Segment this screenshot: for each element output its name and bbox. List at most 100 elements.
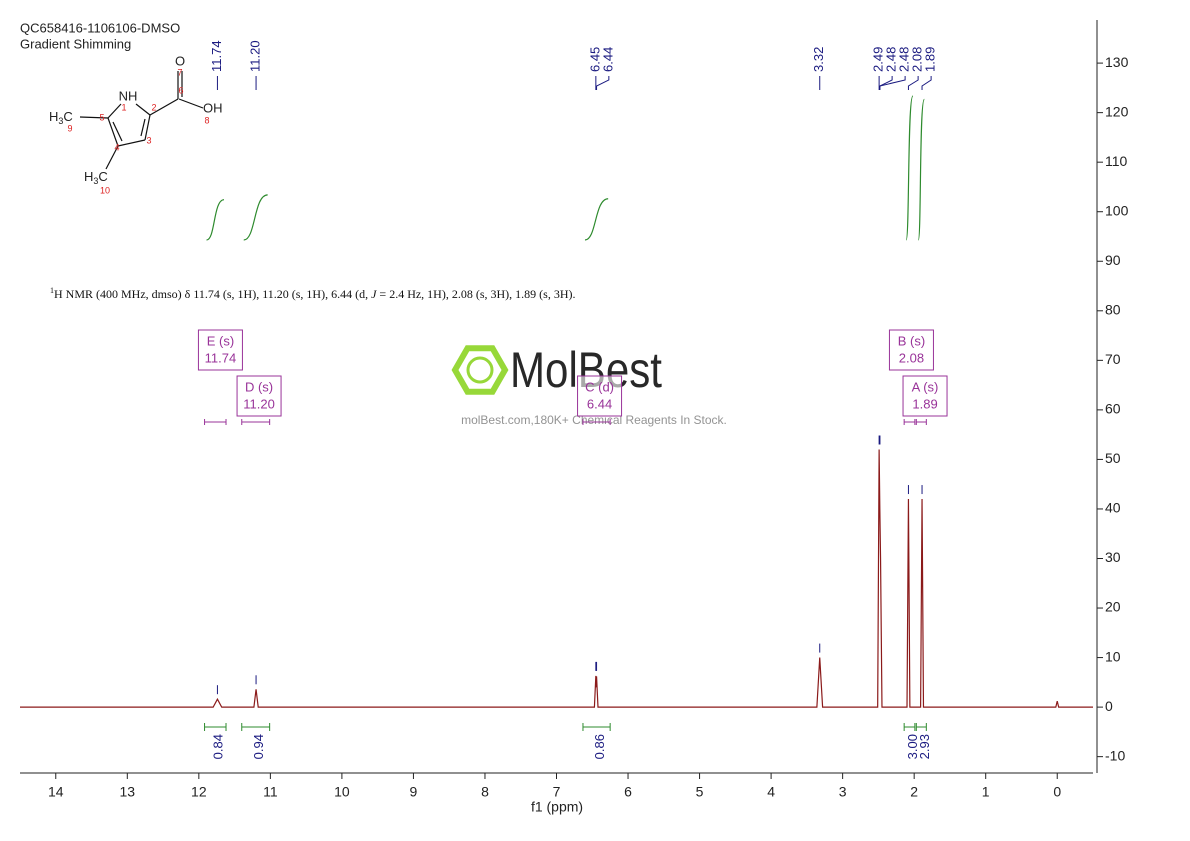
atom-label: H: [84, 169, 93, 184]
integral-label: 3.00: [905, 734, 920, 759]
atom-label: 3: [58, 116, 63, 126]
logo-hexagon: [451, 345, 509, 395]
multiplet-box: [236, 375, 282, 417]
y-tick-label: 10: [1105, 648, 1121, 664]
integral-bracket: [903, 723, 916, 731]
y-tick-label: 60: [1105, 401, 1121, 417]
multiplet-bracket: [903, 419, 916, 425]
integral-curve: [206, 199, 225, 241]
integral-label: 0.84: [211, 734, 226, 759]
multiplet-bracket: [204, 419, 227, 425]
atom-label: OH: [203, 100, 223, 115]
y-tick-label: 80: [1105, 301, 1121, 317]
y-tick-label: 50: [1105, 450, 1121, 466]
multiplet-box: [577, 375, 623, 417]
peak-leader: [879, 76, 893, 90]
atom-label: NH: [119, 88, 138, 103]
x-tick-label: 6: [624, 784, 632, 800]
multiplet-name: B (s): [898, 333, 925, 348]
multiplet-shift: 11.74: [205, 350, 237, 365]
bond: [117, 139, 146, 147]
description-text: = 2.4 Hz, 1H), 2.08 (s, 3H), 1.89 (s, 3H…: [376, 287, 576, 301]
atom-label: H: [49, 109, 58, 124]
multiplet-box: [902, 375, 948, 417]
atom-number: 1: [121, 102, 126, 112]
atom-label: C: [98, 169, 107, 184]
spectrum-line: [20, 449, 1093, 708]
bond: [107, 117, 119, 147]
x-tick-label: 10: [334, 784, 350, 800]
atom-number: 7: [177, 67, 182, 77]
integral-curve: [917, 98, 925, 241]
bond: [105, 145, 119, 170]
y-tick-label: 20: [1105, 599, 1121, 615]
multiplet-bracket: [582, 419, 611, 425]
x-tick-label: 12: [191, 784, 207, 800]
bond: [107, 103, 122, 119]
bond: [149, 98, 179, 116]
multiplet-box: [888, 329, 934, 371]
integral-label: 0.94: [251, 734, 266, 759]
atom-label: O: [175, 53, 185, 68]
bond: [140, 118, 146, 137]
integral-bracket: [915, 723, 927, 731]
spectrum-title: QC658416-1106106-DMSO: [20, 20, 180, 35]
x-tick-label: 1: [982, 784, 990, 800]
atom-number: 5: [99, 112, 104, 122]
atom-number: 10: [100, 185, 110, 195]
x-tick-label: 0: [1053, 784, 1061, 800]
description-text: H NMR (400 MHz, dmso) δ 11.74 (s, 1H), 1…: [54, 287, 372, 301]
y-tick-label: 120: [1105, 103, 1129, 119]
y-tick-label: 90: [1105, 252, 1121, 268]
integral-label: 2.93: [917, 734, 932, 759]
atom-number: 2: [151, 102, 156, 112]
atom-number: 9: [67, 123, 72, 133]
atom-number: 6: [178, 85, 183, 95]
spectrum-subtitle: Gradient Shimming: [20, 36, 131, 51]
integral-curve: [243, 194, 268, 241]
x-tick-label: 8: [481, 784, 489, 800]
peak-leader: [921, 76, 932, 90]
peak-leader: [907, 76, 919, 90]
multiplet-name: E (s): [207, 333, 234, 348]
atom-label: H3C: [49, 109, 73, 126]
peak-label: 2.48: [884, 47, 899, 72]
atom-label: 3: [93, 176, 98, 186]
atom-number: 3: [146, 135, 151, 145]
molecule: O OH NH H3C H3C 1 2 3 4 5 6 7 8 9 10: [49, 53, 223, 195]
integral-bracket: [241, 723, 271, 731]
peak-label: 2.49: [871, 47, 886, 72]
integral-bracket: [204, 723, 227, 731]
atom-label: C: [63, 109, 72, 124]
multiplet-shift: 1.89: [912, 396, 937, 411]
peak-label: 2.08: [910, 47, 925, 72]
atom-number: 8: [204, 115, 209, 125]
peak-leader: [596, 76, 610, 90]
logo-ring: [466, 356, 494, 384]
description-text: 1: [50, 286, 54, 295]
y-tick-label: 70: [1105, 351, 1121, 367]
integral-curve: [584, 198, 609, 241]
x-tick-label: 14: [48, 784, 64, 800]
y-tick-label: -10: [1105, 747, 1125, 763]
y-tick-label: 30: [1105, 549, 1121, 565]
atom-label: H3C: [84, 169, 108, 186]
x-tick-label: 3: [839, 784, 847, 800]
peak-label: 1.89: [923, 47, 938, 72]
multiplet-name: D (s): [245, 379, 273, 394]
integral-curve: [905, 95, 914, 241]
multiplet-box: [197, 329, 243, 371]
peak-label: 11.74: [209, 40, 224, 72]
bond: [79, 116, 109, 119]
multiplet-bracket: [915, 419, 927, 425]
watermark-caption: molBest.com,180K+ Chemical Reagents In S…: [461, 413, 727, 427]
peak-label: 6.45: [587, 47, 602, 72]
multiplet-shift: 11.20: [243, 396, 275, 411]
multiplet-bracket: [241, 419, 271, 425]
peak-label: 3.32: [811, 47, 826, 72]
x-tick-label: 4: [767, 784, 775, 800]
x-tick-label: 2: [910, 784, 918, 800]
bond: [112, 121, 123, 142]
